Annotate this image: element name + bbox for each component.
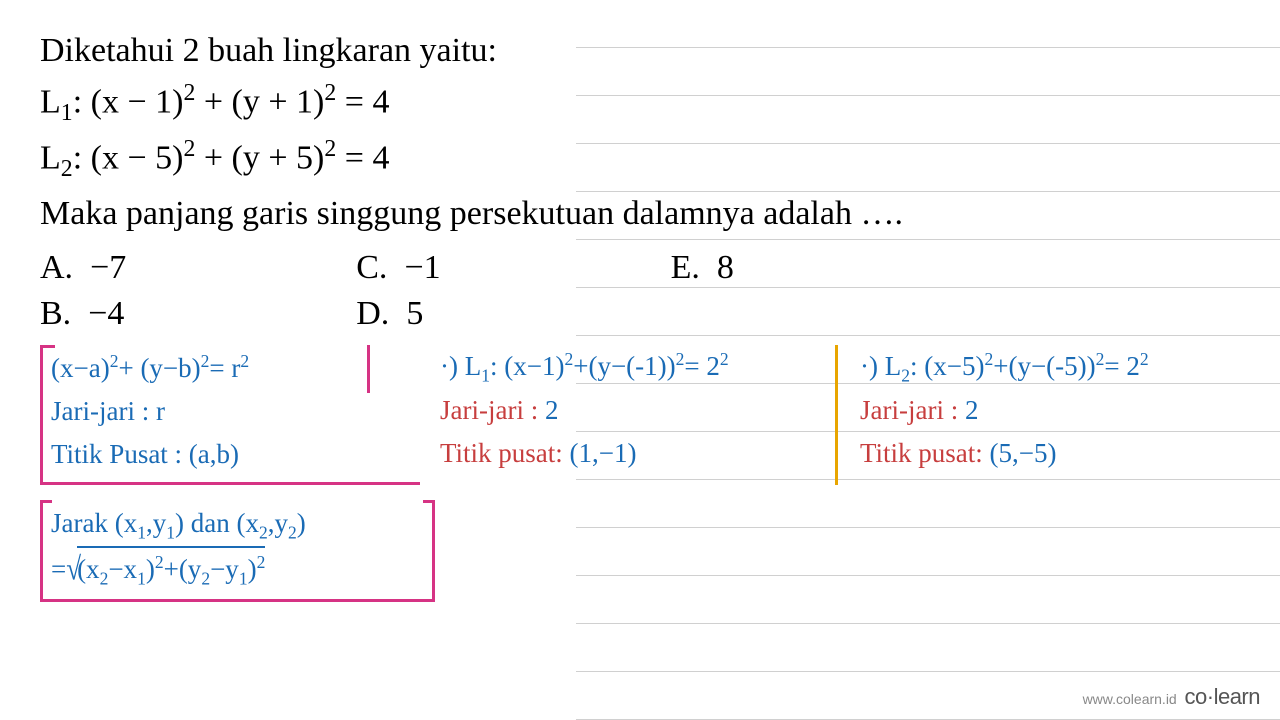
circle-L1-details: ·) L1: (x−1)2+(y−(-1))2= 22 Jari-jari : … <box>440 345 840 476</box>
general-circle-equation: (x−a)2+ (y−b)2= r2 <box>51 347 412 390</box>
L1-radius: Jari-jari : 2 <box>440 389 840 432</box>
brand-logo: co·learn <box>1185 684 1261 709</box>
equation-L1: L1: (x − 1)2 + (y + 1)2 = 4 <box>40 76 1240 132</box>
option-D[interactable]: D. 5 <box>356 295 440 333</box>
center-label: Titik Pusat : (a,b) <box>51 433 412 476</box>
distance-formula: =√(x2−x1)2+(y2−y1)2 <box>51 546 424 592</box>
handwritten-work: (x−a)2+ (y−b)2= r2 Jari-jari : r Titik P… <box>40 345 1240 645</box>
watermark: www.colearn.id co·learn <box>1083 684 1260 710</box>
problem-question: Maka panjang garis singgung persekutuan … <box>40 188 1240 239</box>
option-A[interactable]: A. −7 <box>40 249 126 287</box>
L2-equation: ·) L2: (x−5)2+(y−(-5))2= 22 <box>860 345 1280 389</box>
sqrt-icon: √ <box>66 544 81 596</box>
content: Diketahui 2 buah lingkaran yaitu: L1: (x… <box>0 0 1280 670</box>
option-E[interactable]: E. 8 <box>671 249 734 287</box>
radius-label: Jari-jari : r <box>51 390 412 433</box>
problem-text: Diketahui 2 buah lingkaran yaitu: L1: (x… <box>40 25 1240 239</box>
L1-equation: ·) L1: (x−1)2+(y−(-1))2= 22 <box>440 345 840 389</box>
L2-center: Titik pusat: (5,−5) <box>860 432 1280 475</box>
answer-options: A. −7 B. −4 C. −1 D. 5 E. 8 <box>40 249 1240 333</box>
distance-formula-box: Jarak (x1,y1) dan (x2,y2) =√(x2−x1)2+(y2… <box>40 500 435 602</box>
option-B[interactable]: B. −4 <box>40 295 126 333</box>
L2-radius: Jari-jari : 2 <box>860 389 1280 432</box>
separator-line <box>835 345 838 485</box>
distance-label: Jarak (x1,y1) dan (x2,y2) <box>51 502 424 546</box>
equation-L2: L2: (x − 5)2 + (y + 5)2 = 4 <box>40 132 1240 188</box>
watermark-url: www.colearn.id <box>1083 691 1177 707</box>
general-formula-box: (x−a)2+ (y−b)2= r2 Jari-jari : r Titik P… <box>40 345 420 486</box>
circle-L2-details: ·) L2: (x−5)2+(y−(-5))2= 22 Jari-jari : … <box>860 345 1280 476</box>
problem-intro: Diketahui 2 buah lingkaran yaitu: <box>40 25 1240 76</box>
L1-center: Titik pusat: (1,−1) <box>440 432 840 475</box>
option-C[interactable]: C. −1 <box>356 249 440 287</box>
